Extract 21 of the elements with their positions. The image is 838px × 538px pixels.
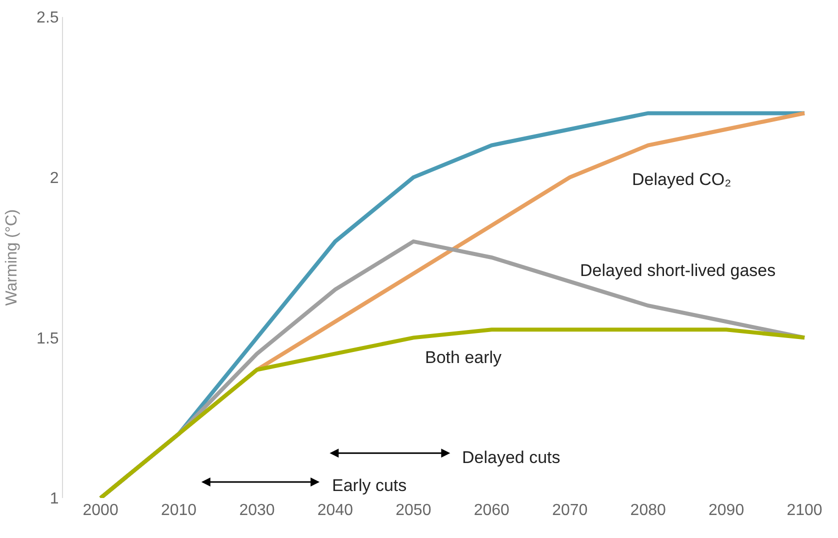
x-tick-label: 2090	[708, 502, 744, 519]
series-label: Both early	[425, 348, 502, 367]
x-tick-label: 2060	[474, 502, 510, 519]
x-tick-label: 2030	[239, 502, 275, 519]
annotation: Delayed cuts	[462, 448, 560, 467]
series-label: Delayed short-lived gases	[580, 261, 776, 280]
x-tick-label: 2040	[317, 502, 354, 519]
x-tick-label: 2070	[552, 502, 588, 519]
y-tick-label: 2.5	[36, 10, 59, 27]
y-tick-label: 1	[50, 490, 59, 508]
line-series	[98, 328, 807, 498]
annotation: Early cuts	[332, 476, 407, 495]
x-tick-label: 2000	[82, 502, 118, 519]
x-tick-label: 2010	[160, 502, 197, 519]
y-tick-label: 1.5	[36, 330, 59, 348]
x-tick-label: 2080	[630, 502, 666, 519]
y-tick-label: 2	[50, 170, 59, 187]
x-tick-label: 2100	[786, 502, 822, 519]
y-axis-title: Warming (°C)	[3, 209, 20, 306]
x-tick-label: 2050	[396, 502, 432, 519]
series-label: Delayed CO₂	[632, 170, 732, 189]
